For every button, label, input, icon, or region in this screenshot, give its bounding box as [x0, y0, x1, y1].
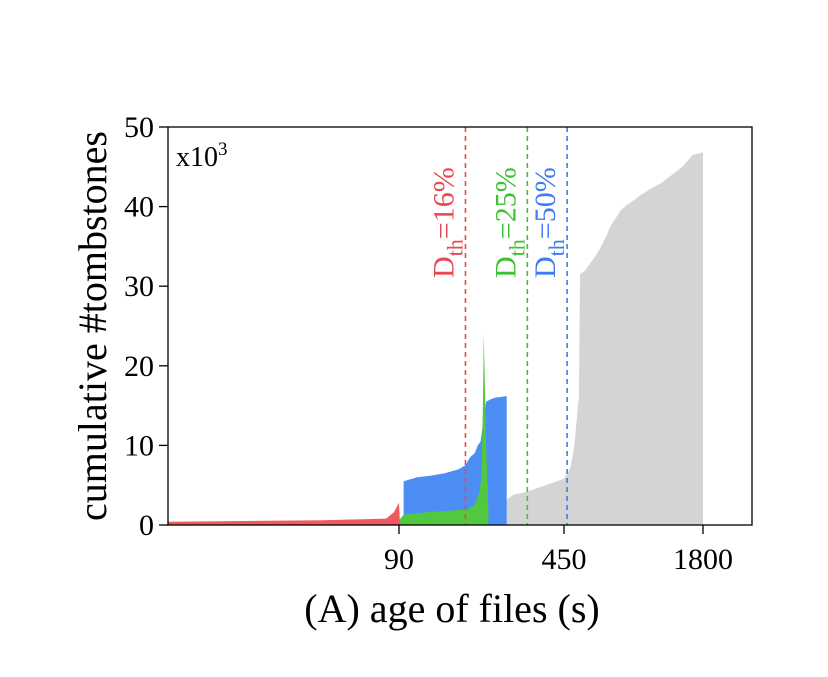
threshold-label-rest-1: =25% [489, 167, 522, 239]
threshold-layer: Dth=16%Dth=25%Dth=50% [427, 127, 569, 525]
threshold-label-rest-0: =16% [427, 167, 460, 239]
threshold-label-sub-0: th [442, 239, 467, 256]
y-multiplier-base: x10 [176, 142, 218, 173]
series-area-1 [403, 396, 507, 525]
threshold-label-sub-2: th [544, 239, 569, 256]
threshold-label-base-2: D [529, 256, 562, 278]
threshold-label-base-0: D [427, 256, 460, 278]
y-tick-label-3: 30 [124, 270, 154, 303]
threshold-label-0: Dth=16% [427, 167, 467, 278]
plot-frame [167, 126, 753, 526]
series-area-0 [506, 152, 703, 525]
y-tick-label-5: 50 [124, 111, 154, 144]
axes-layer: 0 10 20 30 40 50 90 450 1800 [124, 111, 733, 576]
threshold-label-sub-1: th [504, 239, 529, 256]
threshold-label-1: Dth=25% [489, 167, 529, 278]
x-tick-label-1: 450 [542, 543, 587, 576]
threshold-label-rest-2: =50% [529, 167, 562, 239]
x-axis-label: (A) age of files (s) [304, 586, 599, 631]
y-tick-label-4: 40 [124, 191, 154, 224]
y-multiplier: x103 [176, 139, 228, 173]
series-area-2 [399, 334, 489, 525]
series-layer [168, 152, 703, 525]
y-tick-label-2: 20 [124, 350, 154, 383]
y-tick-label-1: 10 [124, 429, 154, 462]
x-tick-label-0: 90 [384, 543, 414, 576]
y-axis-label: cumulative #tombstones [70, 131, 115, 521]
series-area-3 [168, 502, 402, 525]
x-tick-label-2: 1800 [673, 543, 733, 576]
y-multiplier-exponent: 3 [218, 139, 228, 160]
threshold-label-base-1: D [489, 256, 522, 278]
y-tick-label-0: 0 [139, 509, 154, 542]
threshold-label-2: Dth=50% [529, 167, 569, 278]
